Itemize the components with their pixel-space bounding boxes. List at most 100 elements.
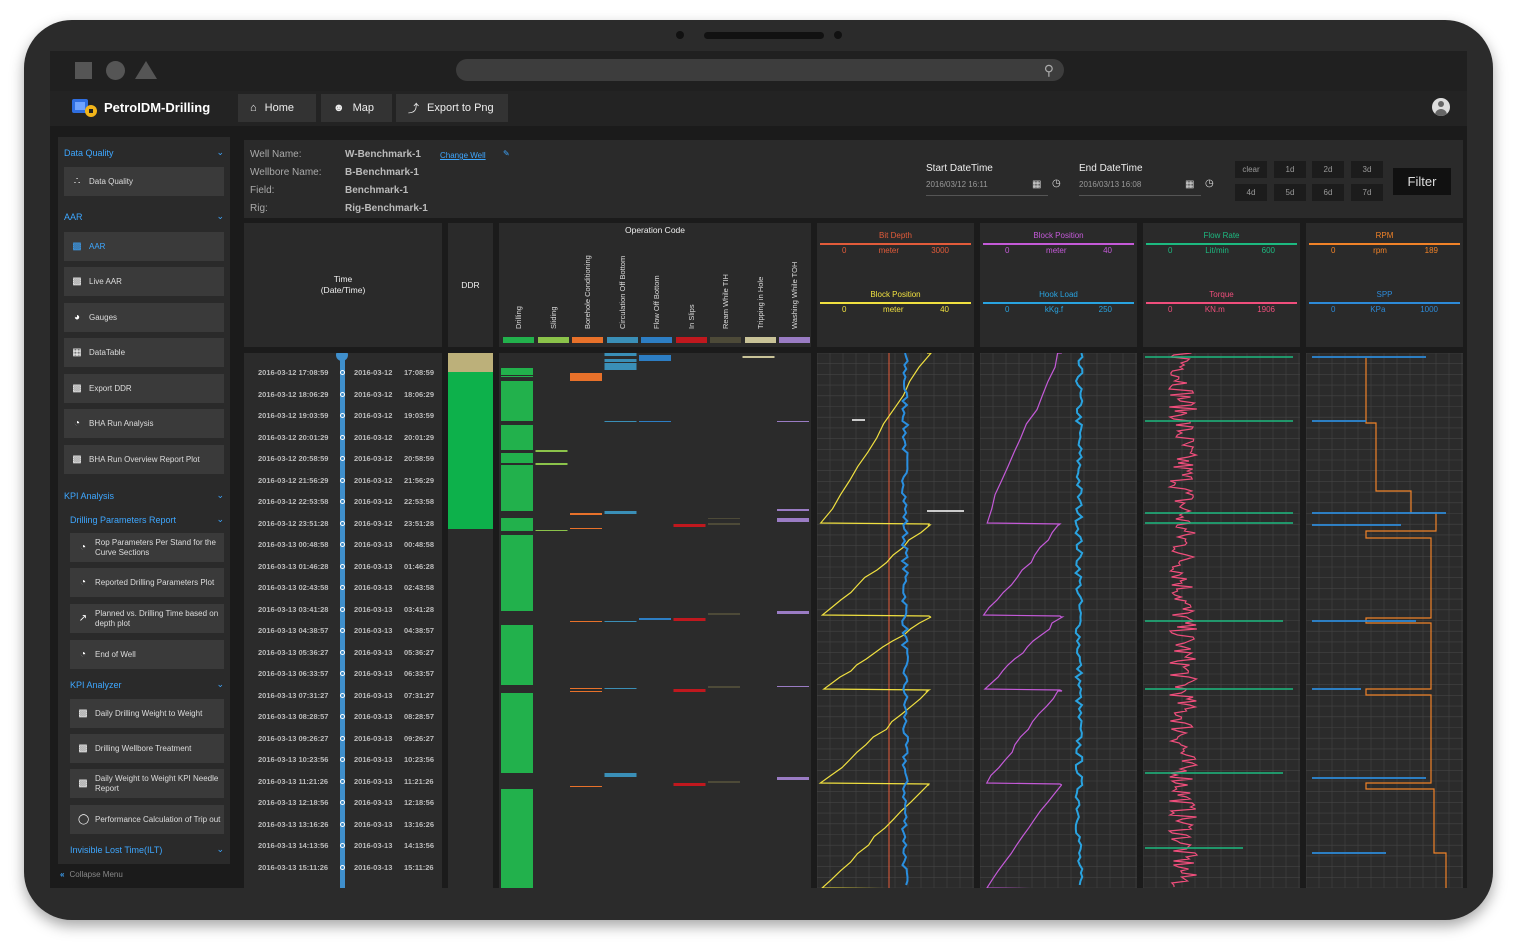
sidebar: Data Quality ⌄ ∴ Data Quality AAR ⌄ ▩ AAR … xyxy=(58,137,230,864)
report-icon: ▩ xyxy=(78,707,88,719)
operation-code-swatch[interactable] xyxy=(744,337,776,343)
dots-icon: ∴ xyxy=(73,175,81,187)
operation-code-swatch[interactable] xyxy=(675,337,707,343)
operation-code-swatch[interactable] xyxy=(503,337,534,343)
sidebar-item-label: Performance Calculation of Trip out xyxy=(95,814,221,824)
sidebar-item-export-ddr[interactable]: ▩ Export DDR xyxy=(64,374,224,403)
time-scroll-handle[interactable] xyxy=(336,353,348,361)
change-well-link[interactable]: Change Well xyxy=(440,151,486,160)
nav-map-button[interactable]: ☻ Map xyxy=(321,94,392,122)
user-avatar-icon[interactable] xyxy=(1432,98,1450,116)
ddr-block-tripping[interactable] xyxy=(448,353,493,372)
time-full: 2016-03-13 00:48:58 xyxy=(258,540,329,549)
operation-interval[interactable] xyxy=(501,625,533,685)
ddr-block-drilling[interactable] xyxy=(448,372,493,529)
operation-interval[interactable] xyxy=(501,376,533,377)
time-date: 2016-03-13 xyxy=(354,626,393,635)
sidebar-item-gauges[interactable]: ◕ Gauges xyxy=(64,303,224,332)
operation-code-swatch[interactable] xyxy=(606,337,638,343)
operation-interval[interactable] xyxy=(501,535,533,611)
operation-interval[interactable] xyxy=(501,847,533,888)
chevron-down-icon[interactable]: ⌄ xyxy=(216,490,224,500)
nav-export-button[interactable]: ⤴ Export to Png xyxy=(396,94,508,122)
end-datetime-input[interactable]: 2016/03/13 16:08 xyxy=(1079,180,1201,196)
bar-chart-icon: ▩ xyxy=(78,777,88,789)
chevron-down-icon[interactable]: ⌄ xyxy=(216,147,224,157)
sidebar-section-kpi-analysis[interactable]: KPI Analysis xyxy=(64,491,115,501)
sidebar-item-data-quality[interactable]: ∴ Data Quality xyxy=(64,167,224,196)
home-icon: ⌂ xyxy=(250,102,257,114)
clock-icon[interactable]: ◷ xyxy=(1205,178,1214,189)
quick-7d-button[interactable]: 7d xyxy=(1351,184,1383,201)
rpm-chart xyxy=(1306,353,1463,888)
time-scrollbar[interactable] xyxy=(340,353,345,888)
sidebar-item-performance-trip-out[interactable]: ◯ Performance Calculation of Trip out xyxy=(70,805,224,834)
sidebar-section-drilling-parameters[interactable]: Drilling Parameters Report xyxy=(70,515,177,525)
operation-interval xyxy=(535,530,568,531)
sidebar-item-label: Daily Drilling Weight to Weight xyxy=(95,708,203,718)
sidebar-section-data-quality[interactable]: Data Quality xyxy=(64,148,114,158)
operation-code-swatch[interactable] xyxy=(779,337,810,343)
operation-interval[interactable] xyxy=(501,693,533,773)
time-full: 2016-03-13 12:18:56 xyxy=(258,798,329,807)
sidebar-item-drilling-wellbore-treatment[interactable]: ▩ Drilling Wellbore Treatment xyxy=(70,734,224,763)
quick-6d-button[interactable]: 6d xyxy=(1312,184,1344,201)
operation-interval[interactable] xyxy=(501,465,533,511)
time-row: 2016-03-13 07:31:27 2016-03-13 07:31:27 xyxy=(244,691,442,703)
operation-interval[interactable] xyxy=(501,453,533,463)
curve-scale-line xyxy=(1146,243,1297,245)
quick-clear-button[interactable]: clear xyxy=(1235,161,1267,178)
operation-interval[interactable] xyxy=(501,425,533,450)
time-tick-dot xyxy=(340,456,345,461)
sidebar-section-kpi-analyzer[interactable]: KPI Analyzer xyxy=(70,680,122,690)
calendar-icon[interactable]: ▦ xyxy=(1185,179,1195,190)
sidebar-item-bha-run-analysis[interactable]: ◔ BHA Run Analysis xyxy=(64,409,224,438)
edit-icon[interactable]: ✎ xyxy=(503,149,510,158)
time-tick-dot xyxy=(340,714,345,719)
sidebar-item-datatable[interactable]: ▦ DataTable xyxy=(64,338,224,367)
sidebar-item-daily-drilling-weight[interactable]: ▩ Daily Drilling Weight to Weight xyxy=(70,699,224,728)
sidebar-item-daily-weight-needle[interactable]: ▩ Daily Weight to Weight KPI Needle Repor… xyxy=(70,769,224,798)
time-full: 2016-03-13 09:26:27 xyxy=(258,733,329,743)
operation-code-swatch[interactable] xyxy=(537,337,569,343)
time-clock: 09:26:27 xyxy=(404,733,435,743)
operation-code-swatch[interactable] xyxy=(572,337,603,343)
operation-code-swatch[interactable] xyxy=(641,337,672,343)
clock-icon[interactable]: ◷ xyxy=(1052,178,1061,189)
time-header-line1: Time xyxy=(333,274,353,284)
time-tick-dot xyxy=(340,606,345,612)
quick-3d-button[interactable]: 3d xyxy=(1351,161,1383,178)
sidebar-item-end-of-well[interactable]: ◔ End of Well xyxy=(70,640,224,669)
collapse-menu-button[interactable]: « Collapse Menu xyxy=(60,870,123,879)
operation-interval[interactable] xyxy=(501,368,533,375)
address-bar[interactable]: ⚲ xyxy=(456,59,1064,81)
chevron-down-icon[interactable]: ⌄ xyxy=(216,844,224,854)
calendar-icon[interactable]: ▦ xyxy=(1032,179,1042,190)
end-datetime-label: End DateTime xyxy=(1079,163,1143,174)
sidebar-section-ilt[interactable]: Invisible Lost Time(ILT) xyxy=(70,845,163,855)
sidebar-item-aar[interactable]: ▩ AAR xyxy=(64,232,224,261)
sidebar-item-rop-parameters[interactable]: ◔ Rop Parameters Per Stand for the Curve … xyxy=(70,533,224,562)
operation-code-swatch[interactable] xyxy=(710,337,741,343)
sidebar-item-bha-run-overview[interactable]: ▩ BHA Run Overview Report Plot xyxy=(64,445,224,474)
start-datetime-input[interactable]: 2016/03/12 16:11 xyxy=(926,180,1048,196)
operation-interval[interactable] xyxy=(501,518,533,531)
search-icon[interactable]: ⚲ xyxy=(1043,62,1054,78)
sidebar-item-live-aar[interactable]: ▩ Live AAR xyxy=(64,267,224,296)
quick-2d-button[interactable]: 2d xyxy=(1312,161,1344,178)
chevron-down-icon[interactable]: ⌄ xyxy=(216,679,224,689)
sidebar-item-planned-vs-drilling[interactable]: ↗ Planned vs. Drilling Time based on dept… xyxy=(70,604,224,633)
quick-4d-button[interactable]: 4d xyxy=(1235,184,1267,201)
time-full: 2016-03-12 20:01:29 xyxy=(258,432,329,442)
quick-1d-button[interactable]: 1d xyxy=(1274,161,1306,178)
quick-5d-button[interactable]: 5d xyxy=(1274,184,1306,201)
operation-interval xyxy=(604,688,637,689)
sidebar-section-aar[interactable]: AAR xyxy=(64,212,83,222)
nav-home-button[interactable]: ⌂ Home xyxy=(238,94,316,122)
chevron-down-icon[interactable]: ⌄ xyxy=(216,211,224,221)
curve-name: RPM xyxy=(1375,231,1394,240)
filter-button[interactable]: Filter xyxy=(1393,168,1451,195)
sidebar-item-reported-drilling-parameters[interactable]: ◔ Reported Drilling Parameters Plot xyxy=(70,568,224,597)
chevron-down-icon[interactable]: ⌄ xyxy=(216,514,224,524)
operation-interval[interactable] xyxy=(501,381,533,421)
